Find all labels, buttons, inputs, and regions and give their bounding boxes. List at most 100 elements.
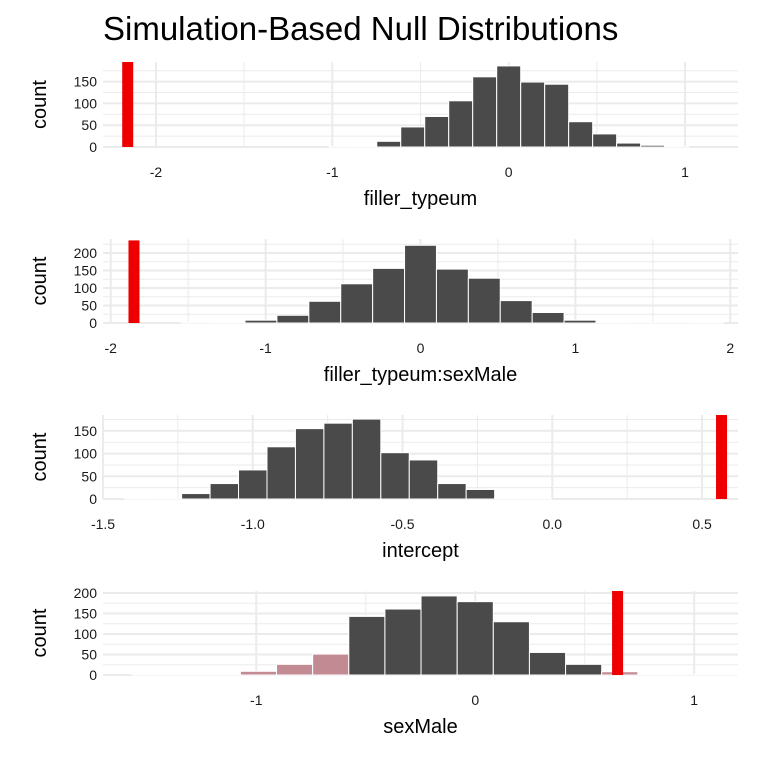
histogram-bar (181, 493, 211, 500)
x-tick-label: -1 (259, 340, 272, 356)
histogram-bar (212, 321, 246, 324)
histogram-bar (568, 121, 594, 148)
panel-1: 0 50 100 150 -2 -1 0 1 filler_typeum count (29, 62, 738, 210)
histogram-bar (528, 651, 567, 676)
histogram-bar (520, 81, 546, 148)
histogram-bar (352, 145, 378, 148)
histogram-bar (124, 497, 154, 500)
x-tick-label: -2 (150, 164, 163, 180)
histogram-bar (351, 418, 382, 500)
histogram-bar (496, 65, 522, 148)
histogram-bar (372, 267, 406, 324)
x-tick-label: -1.5 (91, 516, 115, 532)
y-tick-label: 150 (74, 423, 98, 439)
y-tick-label: 200 (74, 245, 98, 261)
x-tick-label: -0.5 (390, 516, 414, 532)
histogram-bar (404, 244, 437, 324)
y-tick-label: 50 (81, 117, 97, 133)
histogram-bar (312, 653, 350, 676)
histogram-bar (323, 422, 353, 500)
figure-title: Simulation-Based Null Distributions (103, 10, 619, 47)
histogram-bar (276, 663, 314, 676)
x-tick-label: -2 (105, 340, 118, 356)
histogram-bar (340, 283, 374, 324)
x-axis-title: filler_typeum (364, 188, 477, 210)
y-tick-label: 150 (74, 74, 98, 90)
histogram-bar (348, 615, 386, 676)
histogram-bar (376, 140, 402, 148)
histogram-bar (465, 488, 496, 500)
observed-statistic-line (612, 591, 624, 675)
histogram-bar (592, 133, 618, 148)
x-tick-label: 0 (505, 164, 513, 180)
histogram-bar (266, 446, 296, 500)
histogram-bar (380, 452, 410, 500)
histogram-bar (424, 115, 450, 148)
y-tick-label: 150 (74, 263, 98, 279)
x-axis-title: sexMale (383, 716, 457, 738)
x-tick-label: 1 (681, 164, 689, 180)
histogram-bar (467, 277, 501, 324)
x-tick-label: 0 (471, 692, 479, 708)
y-axis-title: count (29, 608, 51, 657)
histogram-bar (384, 608, 422, 676)
histogram-bar (544, 83, 570, 148)
y-tick-label: 100 (74, 446, 98, 462)
observed-statistic-line (122, 62, 134, 147)
histogram-bar (244, 319, 278, 324)
x-tick-label: -1 (326, 164, 339, 180)
histogram-bar (616, 142, 642, 148)
histogram-bar (420, 595, 458, 676)
histogram-bar (565, 663, 603, 676)
histogram-bar (456, 601, 494, 676)
y-tick-label: 0 (89, 491, 97, 507)
y-axis-title: count (29, 80, 51, 129)
histogram-bar (448, 100, 474, 148)
histogram-bar (209, 483, 240, 500)
panel-4: 0 50 100 150 200 -1 0 1 sexMale count (29, 585, 747, 738)
x-tick-label: 0 (417, 340, 425, 356)
x-tick-label: 1 (690, 692, 698, 708)
x-tick-label: -1.0 (241, 516, 265, 532)
y-tick-label: 100 (74, 626, 98, 642)
histogram-bar (400, 126, 426, 148)
histogram-bar (239, 670, 278, 676)
histogram-bar (435, 268, 469, 324)
histogram-bar (637, 673, 675, 676)
y-axis-title: count (29, 256, 51, 305)
y-axis-title: count (29, 432, 51, 481)
y-tick-label: 200 (74, 585, 98, 601)
x-tick-label: -1 (250, 692, 263, 708)
panel-3: 0 50 100 150 -1.5 -1.0 -0.5 0.0 0.5 intercept coun… (29, 415, 738, 562)
y-tick-label: 0 (89, 667, 97, 683)
observed-statistic-line (128, 240, 140, 323)
x-tick-label: 0.0 (543, 516, 563, 532)
histogram-bar (294, 428, 325, 500)
y-tick-label: 100 (74, 95, 98, 111)
histogram-bar (238, 469, 268, 500)
histogram-bar (472, 76, 498, 148)
x-tick-label: 1 (571, 340, 579, 356)
y-tick-label: 0 (89, 139, 97, 155)
x-tick-label: 0.5 (692, 516, 712, 532)
y-tick-label: 50 (81, 298, 97, 314)
y-tick-label: 100 (74, 280, 98, 296)
histogram-bar (499, 300, 533, 324)
histogram-bar (691, 321, 725, 324)
y-tick-label: 0 (89, 315, 97, 331)
histogram-bar (308, 300, 342, 324)
y-tick-label: 50 (81, 468, 97, 484)
histogram-bar (492, 621, 530, 676)
x-tick-label: 2 (726, 340, 734, 356)
histogram-bar (640, 144, 666, 148)
observed-statistic-line (716, 415, 728, 499)
histogram-bar (408, 459, 439, 500)
histogram-bar (276, 314, 310, 324)
y-tick-label: 150 (74, 606, 98, 622)
histogram-bar (595, 321, 629, 324)
x-axis-title: intercept (382, 540, 459, 562)
histogram-bar (563, 319, 597, 324)
y-tick-label: 50 (81, 647, 97, 663)
